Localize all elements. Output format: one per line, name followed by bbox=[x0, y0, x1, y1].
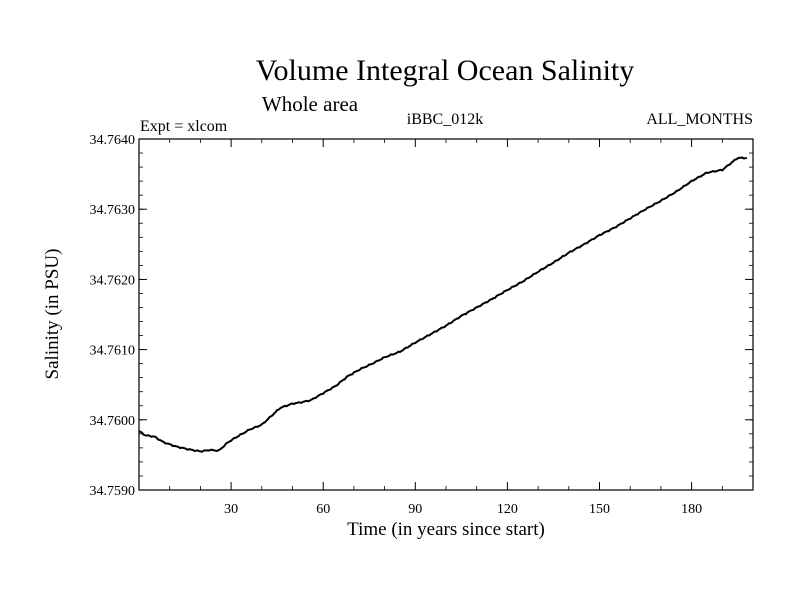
x-axis-label: Time (in years since start) bbox=[347, 519, 545, 540]
experiment-label: Expt = xlcom bbox=[140, 118, 228, 135]
y-tick-label: 34.7630 bbox=[90, 203, 136, 218]
y-tick-label: 34.7590 bbox=[90, 484, 136, 499]
x-tick-label: 90 bbox=[408, 502, 422, 517]
chart-title: Volume Integral Ocean Salinity bbox=[256, 54, 635, 87]
x-tick-label: 30 bbox=[224, 502, 238, 517]
y-tick-label: 34.7640 bbox=[90, 133, 136, 148]
y-axis: 34.7590 34.7600 34.7610 34.7620 34.7630 34.76… bbox=[90, 133, 753, 499]
x-tick-label: 120 bbox=[497, 502, 518, 517]
months-label: ALL_MONTHS bbox=[646, 111, 753, 128]
x-axis: 30 60 90 120 150 180 bbox=[169, 139, 723, 517]
x-tick-label: 60 bbox=[316, 502, 330, 517]
run-label: iBBC_012k bbox=[407, 111, 483, 128]
y-axis-label: Salinity (in PSU) bbox=[42, 249, 63, 380]
x-tick-label: 150 bbox=[589, 502, 610, 517]
chart-subtitle: Whole area bbox=[262, 92, 359, 116]
series-line bbox=[138, 156, 748, 453]
y-tick-label: 34.7610 bbox=[90, 344, 136, 359]
y-tick-label: 34.7620 bbox=[90, 273, 136, 288]
x-tick-label: 180 bbox=[681, 502, 702, 517]
series-layer bbox=[138, 156, 748, 453]
y-tick-label: 34.7600 bbox=[90, 414, 136, 429]
